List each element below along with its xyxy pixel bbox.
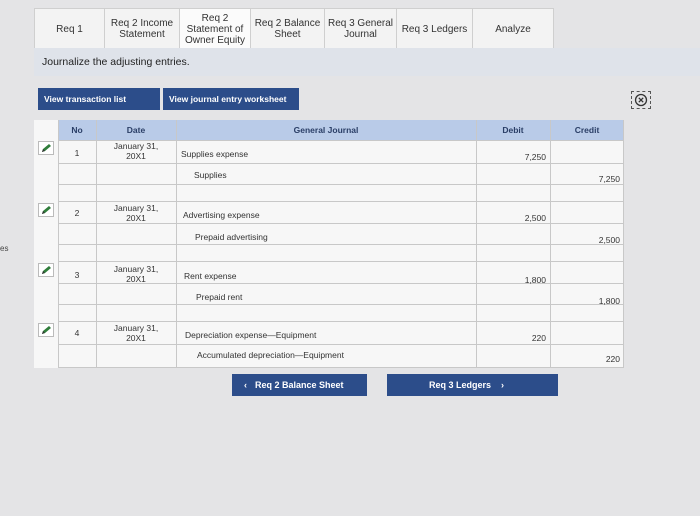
entry-2-credit-account[interactable]: Prepaid advertising (195, 232, 268, 242)
entry-1-credit-account[interactable]: Supplies (194, 170, 227, 180)
chevron-right-icon: › (501, 380, 505, 390)
entry-2-debit-account[interactable]: Advertising expense (183, 210, 260, 220)
journal-table: No Date General Journal Debit Credit 1 J… (34, 120, 624, 368)
edit-entry-1-icon[interactable] (38, 141, 54, 155)
view-transaction-list-button[interactable]: View transaction list (38, 88, 160, 110)
edit-entry-4-icon[interactable] (38, 323, 54, 337)
entry-1-date: January 31, 20X1 (113, 141, 159, 161)
tab-analyze[interactable]: Analyze (495, 23, 531, 35)
chevron-left-icon: ‹ (244, 380, 247, 390)
entry-4-debit-account[interactable]: Depreciation expense—Equipment (185, 330, 317, 340)
entry-3-credit[interactable]: 1,800 (598, 296, 620, 306)
tab-req-2-income-statement[interactable]: Req 2 Income Statement (105, 9, 180, 49)
edit-entry-3-icon[interactable] (38, 263, 54, 277)
entry-4-date: January 31, 20X1 (113, 323, 159, 343)
entry-1-credit[interactable]: 7,250 (598, 174, 620, 184)
entry-2-date: January 31, 20X1 (113, 203, 159, 223)
entry-1-debit-account[interactable]: Supplies expense (181, 149, 249, 159)
entry-4-credit[interactable]: 220 (605, 354, 620, 364)
tab-req-1[interactable]: Req 1 (35, 9, 105, 49)
entry-4-debit[interactable]: 220 (531, 333, 546, 343)
header-general-journal: General Journal (293, 125, 359, 135)
entry-3-date: January 31, 20X1 (113, 264, 159, 284)
entry-2-credit[interactable]: 2,500 (598, 235, 620, 245)
entry-3-debit-account[interactable]: Rent expense (184, 271, 237, 281)
header-credit: Credit (574, 125, 600, 135)
entry-4-no: 4 (74, 328, 80, 338)
close-icon[interactable] (631, 91, 651, 109)
entry-3-no: 3 (74, 270, 80, 280)
tab-req-2-balance-sheet[interactable]: Req 2 Balance Sheet (251, 9, 325, 49)
entry-2-no: 2 (74, 208, 80, 218)
entry-3-credit-account[interactable]: Prepaid rent (196, 292, 243, 302)
tab-req-3-ledgers[interactable]: Req 3 Ledgers (397, 9, 473, 49)
table-header (58, 120, 624, 140)
instruction-strip (34, 48, 700, 76)
tab-req-3-general-journal[interactable]: Req 3 General Journal (325, 9, 397, 49)
instruction-text: Journalize the adjusting entries. (42, 56, 190, 68)
prev-req-2-balance-sheet-button[interactable]: ‹ Req 2 Balance Sheet (232, 374, 367, 396)
entry-1-debit[interactable]: 7,250 (524, 152, 546, 162)
entry-3-debit[interactable]: 1,800 (524, 275, 546, 285)
prev-button-label: Req 2 Balance Sheet (255, 380, 344, 390)
requirement-tabs: Req 1 Req 2 Income Statement Req 2 State… (34, 8, 554, 50)
entry-4-credit-account[interactable]: Accumulated depreciation—Equipment (197, 350, 344, 360)
entry-2-debit[interactable]: 2,500 (524, 213, 546, 223)
entry-1-no: 1 (74, 148, 80, 158)
tab-req-2-owner-equity[interactable]: Req 2 Statement of Owner Equity (180, 9, 251, 49)
side-label: es (0, 244, 9, 253)
header-date: Date (126, 125, 146, 135)
next-req-3-ledgers-button[interactable]: Req 3 Ledgers › (387, 374, 558, 396)
next-button-label: Req 3 Ledgers (429, 380, 492, 390)
header-no: No (71, 125, 83, 135)
edit-entry-2-icon[interactable] (38, 203, 54, 217)
header-debit: Debit (502, 125, 524, 135)
view-journal-worksheet-button[interactable]: View journal entry worksheet (163, 88, 299, 110)
